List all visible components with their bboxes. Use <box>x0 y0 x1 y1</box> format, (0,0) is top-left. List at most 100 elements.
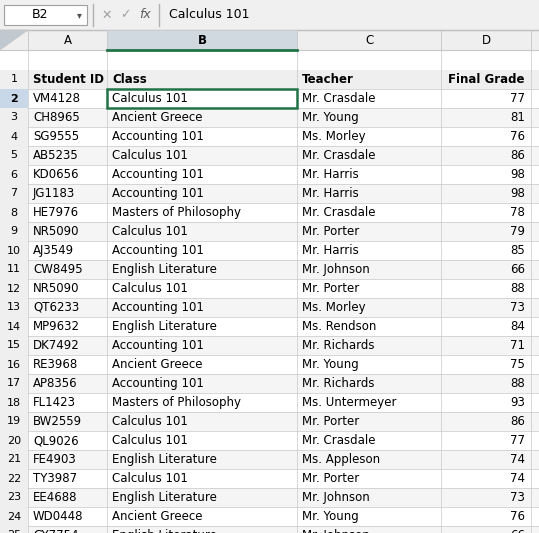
Text: D: D <box>481 34 490 46</box>
Text: 88: 88 <box>510 282 525 295</box>
Text: Ms. Appleson: Ms. Appleson <box>302 453 380 466</box>
Text: 84: 84 <box>510 320 525 333</box>
Text: ✓: ✓ <box>120 9 130 21</box>
Text: 77: 77 <box>510 92 525 105</box>
Bar <box>0 488 28 507</box>
Text: 17: 17 <box>7 378 21 389</box>
Text: 25: 25 <box>7 530 21 533</box>
Text: 86: 86 <box>510 415 525 428</box>
Text: AP8356: AP8356 <box>33 377 78 390</box>
Text: Mr. Richards: Mr. Richards <box>302 339 375 352</box>
Text: Mr. Johnson: Mr. Johnson <box>302 529 370 533</box>
Bar <box>4 5 87 25</box>
Text: Masters of Philosophy: Masters of Philosophy <box>112 396 241 409</box>
Text: 76: 76 <box>510 130 525 143</box>
Bar <box>0 279 28 298</box>
Text: 2: 2 <box>10 93 18 103</box>
Text: 73: 73 <box>510 491 525 504</box>
Text: 85: 85 <box>510 244 525 257</box>
Bar <box>0 222 28 241</box>
Text: Accounting 101: Accounting 101 <box>112 244 204 257</box>
Text: Calculus 101: Calculus 101 <box>112 415 188 428</box>
Text: 76: 76 <box>510 510 525 523</box>
Text: Mr. Porter: Mr. Porter <box>302 225 360 238</box>
Text: 77: 77 <box>510 434 525 447</box>
Text: Final Grade: Final Grade <box>448 73 525 86</box>
Bar <box>0 279 539 298</box>
Text: Mr. Porter: Mr. Porter <box>302 282 360 295</box>
Text: Calculus 101: Calculus 101 <box>112 149 188 162</box>
Text: HE7976: HE7976 <box>33 206 79 219</box>
Bar <box>0 450 539 469</box>
Text: JG1183: JG1183 <box>33 187 75 200</box>
Text: 6: 6 <box>10 169 17 180</box>
Text: 11: 11 <box>7 264 21 274</box>
Bar <box>0 355 539 374</box>
Text: 66: 66 <box>510 263 525 276</box>
Text: 19: 19 <box>7 416 21 426</box>
Text: RE3968: RE3968 <box>33 358 78 371</box>
Bar <box>0 374 539 393</box>
Bar <box>0 0 539 30</box>
Text: Mr. Harris: Mr. Harris <box>302 187 359 200</box>
Text: 79: 79 <box>510 225 525 238</box>
Bar <box>0 127 28 146</box>
Text: 5: 5 <box>10 150 17 160</box>
Text: 24: 24 <box>7 512 21 521</box>
Bar <box>107 30 297 50</box>
Text: Calculus 101: Calculus 101 <box>112 92 188 105</box>
Text: 14: 14 <box>7 321 21 332</box>
Text: 88: 88 <box>510 377 525 390</box>
Bar <box>0 30 539 50</box>
Bar <box>0 355 28 374</box>
Bar <box>0 393 539 412</box>
Text: B: B <box>197 34 206 46</box>
Text: 21: 21 <box>7 455 21 464</box>
Bar <box>0 108 539 127</box>
Text: Ms. Untermeyer: Ms. Untermeyer <box>302 396 397 409</box>
Text: 13: 13 <box>7 303 21 312</box>
Text: Mr. Harris: Mr. Harris <box>302 168 359 181</box>
Bar <box>0 393 28 412</box>
Text: 75: 75 <box>510 358 525 371</box>
Bar <box>0 260 539 279</box>
Bar <box>0 108 28 127</box>
Text: Mr. Porter: Mr. Porter <box>302 472 360 485</box>
Text: 9: 9 <box>10 227 18 237</box>
Text: Teacher: Teacher <box>302 73 354 86</box>
Text: Accounting 101: Accounting 101 <box>112 168 204 181</box>
Text: 71: 71 <box>510 339 525 352</box>
Text: Accounting 101: Accounting 101 <box>112 130 204 143</box>
Bar <box>0 374 28 393</box>
Text: Calculus 101: Calculus 101 <box>112 472 188 485</box>
Text: AB5235: AB5235 <box>33 149 79 162</box>
Bar <box>0 146 28 165</box>
Text: 66: 66 <box>510 529 525 533</box>
Text: 98: 98 <box>510 187 525 200</box>
Text: 4: 4 <box>10 132 18 141</box>
Bar <box>0 184 539 203</box>
Text: Calculus 101: Calculus 101 <box>112 92 188 105</box>
Text: 15: 15 <box>7 341 21 351</box>
Text: Mr. Harris: Mr. Harris <box>302 244 359 257</box>
Text: Calculus 101: Calculus 101 <box>112 282 188 295</box>
Text: 98: 98 <box>510 168 525 181</box>
Bar <box>0 146 539 165</box>
Text: Class: Class <box>112 73 147 86</box>
Text: GY7754: GY7754 <box>33 529 79 533</box>
Bar <box>0 412 28 431</box>
Text: 20: 20 <box>7 435 21 446</box>
Text: A: A <box>64 34 72 46</box>
Text: C: C <box>365 34 373 46</box>
Text: Mr. Crasdale: Mr. Crasdale <box>302 149 376 162</box>
Bar <box>0 298 539 317</box>
Text: BW2559: BW2559 <box>33 415 82 428</box>
Text: English Literature: English Literature <box>112 320 217 333</box>
Bar <box>0 184 28 203</box>
Text: Masters of Philosophy: Masters of Philosophy <box>112 206 241 219</box>
Bar <box>0 241 28 260</box>
Text: Calculus 101: Calculus 101 <box>169 9 250 21</box>
Text: Mr. Young: Mr. Young <box>302 510 359 523</box>
Bar <box>0 507 539 526</box>
Bar <box>0 469 539 488</box>
